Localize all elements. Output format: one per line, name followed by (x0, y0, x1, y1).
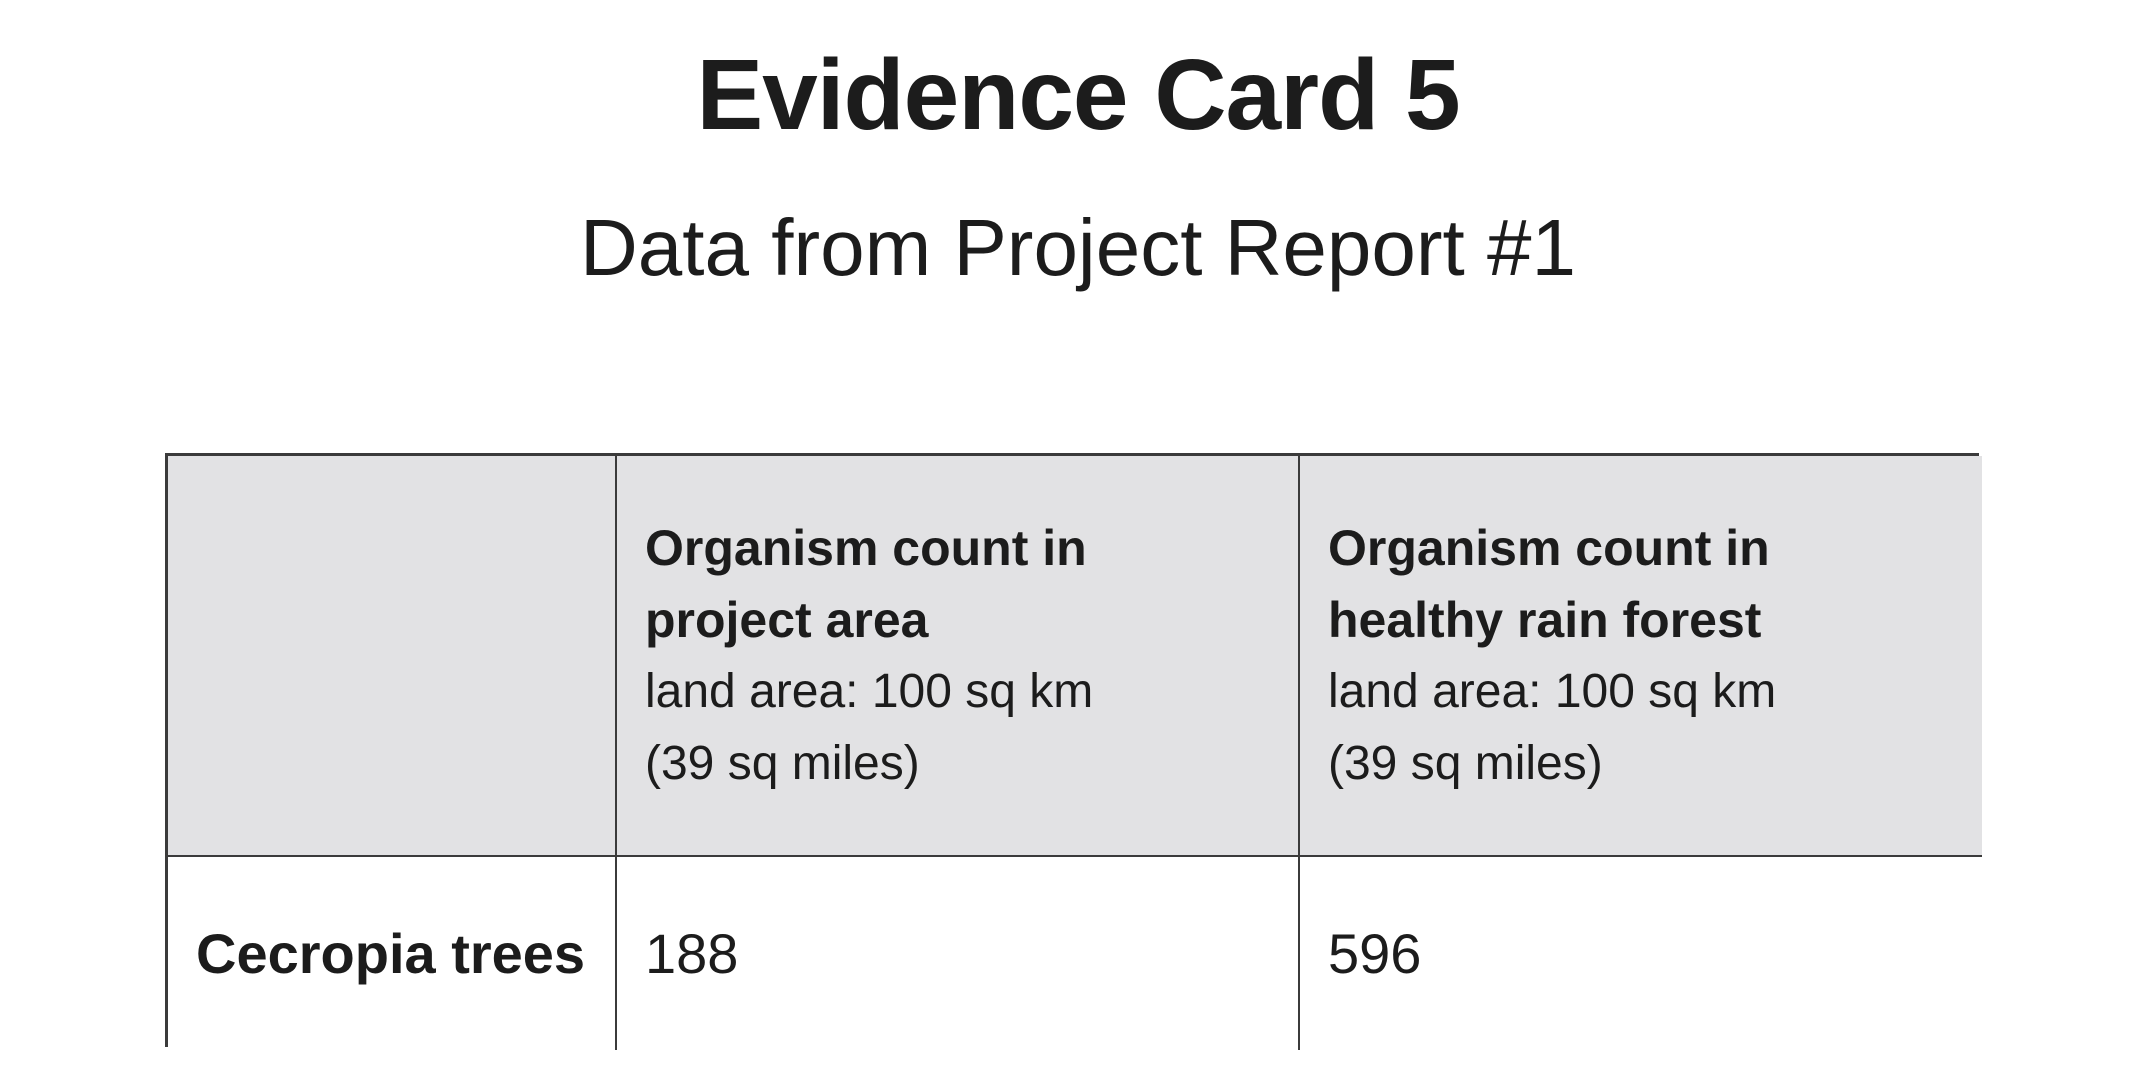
header-subtitle-line: (39 sq miles) (1328, 736, 1603, 790)
header-title-line: healthy rain forest (1328, 591, 1762, 648)
table-cell-project-area-count: 188 (617, 857, 1300, 1050)
table-header-project-area: Organism count in project area land area… (617, 456, 1300, 857)
organism-count-table: Organism count in project area land area… (165, 453, 1982, 1050)
table-header-empty-cell (168, 456, 617, 857)
header-title-line: Organism count in (645, 519, 1087, 576)
header-subtitle-line: land area: 100 sq km (645, 664, 1094, 718)
header-title-line: project area (645, 591, 929, 648)
header-title-line: Organism count in (1328, 519, 1770, 576)
header-subtitle-line: land area: 100 sq km (1328, 664, 1777, 718)
header-subtitle-line: (39 sq miles) (645, 736, 920, 790)
page-subtitle: Data from Project Report #1 (580, 203, 1576, 292)
table-header-healthy-rain-forest: Organism count in healthy rain forest la… (1300, 456, 1982, 857)
table-cell-healthy-forest-count: 596 (1300, 857, 1982, 1050)
table-row-label-cecropia-trees: Cecropia trees (168, 857, 617, 1050)
page-title: Evidence Card 5 (696, 39, 1460, 151)
